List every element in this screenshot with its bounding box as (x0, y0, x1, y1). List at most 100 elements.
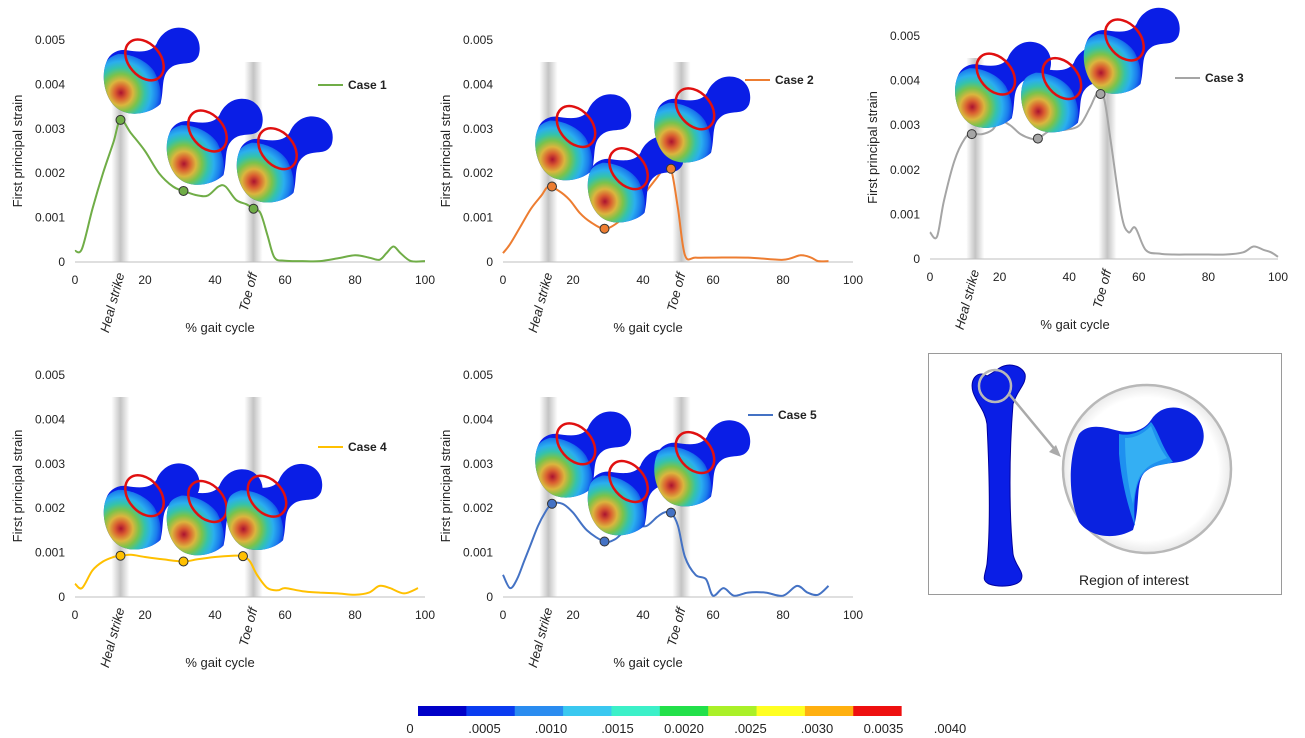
roi-ellipse (257, 127, 298, 171)
x-tick-label: 0 (500, 608, 507, 622)
x-tick-label: 40 (1063, 270, 1077, 284)
legend-label: Case 2 (775, 73, 814, 87)
roi-ellipse (674, 87, 716, 131)
phase-label: Heal strike (952, 268, 982, 331)
y-tick-label: 0 (913, 252, 920, 266)
colorbar-segment (611, 706, 661, 716)
phase-label: Heal strike (525, 271, 555, 334)
femur-strain-inset (654, 76, 751, 163)
roi-ellipse (608, 147, 649, 191)
colorbar-tick: 0.0035 (863, 721, 904, 736)
x-axis-label: % gait cycle (613, 655, 682, 670)
strain-colorbar (418, 706, 950, 716)
region-of-interest-panel: Region of interest (928, 353, 1282, 595)
roi-ellipse (608, 459, 649, 504)
y-tick-label: 0.002 (463, 166, 493, 180)
y-tick-label: 0.005 (890, 29, 920, 43)
y-tick-label: 0.002 (890, 163, 920, 177)
legend-label: Case 4 (348, 440, 387, 454)
x-tick-label: 80 (776, 273, 790, 287)
y-axis-label: First principal strain (438, 430, 453, 543)
y-axis-label: First principal strain (865, 91, 880, 204)
strain-contour (535, 437, 593, 498)
colorbar-segment (659, 706, 709, 716)
roi-ellipse (674, 430, 716, 475)
strain-contour (955, 68, 1013, 128)
strain-contour (166, 125, 225, 185)
y-tick-label: 0.003 (463, 457, 493, 471)
y-tick-label: 0.004 (463, 77, 493, 91)
femur-strain-inset (166, 98, 263, 185)
x-tick-label: 100 (1268, 270, 1288, 284)
strain-contour (535, 120, 593, 181)
roi-label: Region of interest (1079, 572, 1189, 588)
data-point (599, 536, 610, 547)
y-tick-label: 0.004 (35, 77, 65, 91)
colorbar-tick: .0025 (734, 721, 767, 736)
x-tick-label: 80 (1202, 270, 1216, 284)
phase-label: Toe off (236, 270, 261, 313)
colorbar-tick: 0.0020 (664, 721, 704, 736)
femur-head-marker (977, 368, 1013, 404)
y-tick-label: 0.002 (35, 501, 65, 515)
strain-contour (226, 490, 284, 550)
x-tick-label: 20 (993, 270, 1007, 284)
femur-strain-inset (535, 94, 632, 181)
phase-label: Heal strike (97, 606, 127, 669)
x-tick-label: 80 (348, 608, 362, 622)
roi-ellipse (124, 38, 165, 82)
colorbar-segment (901, 706, 950, 716)
data-point (1032, 133, 1043, 144)
femur-strain-inset (1083, 7, 1180, 94)
data-point (547, 498, 557, 509)
data-point (178, 556, 189, 567)
x-tick-label: 20 (566, 608, 580, 622)
x-tick-label: 40 (208, 608, 222, 622)
femur-strain-inset (654, 420, 751, 507)
strain-contour (654, 446, 712, 507)
chart-svg: 0 0.001 0.002 0.003 0.004 0.005 0 20 40 60 80 100 He… (10, 368, 435, 670)
y-tick-label: 0 (58, 255, 65, 269)
roi-ellipse (555, 422, 597, 466)
colorbar-tick: 0 (406, 721, 414, 736)
roi-ellipse (975, 52, 1017, 96)
data-point (115, 550, 126, 561)
zoom-arrow (1008, 393, 1058, 453)
chart-case-5: 0 0.001 0.002 0.003 0.004 0.005 0 20 40 60 80 100 He… (428, 355, 868, 685)
femur-strain-inset (236, 116, 333, 203)
phase-label: Toe off (664, 605, 689, 648)
femur-strain-inset (103, 463, 200, 550)
legend-label: Case 1 (348, 78, 387, 92)
data-point (115, 114, 126, 125)
legend-label: Case 5 (778, 408, 817, 422)
y-tick-label: 0.002 (463, 501, 493, 515)
y-tick-label: 0.001 (463, 211, 493, 225)
femur-bone (971, 364, 1026, 587)
strain-contour (654, 102, 712, 163)
roi-ellipse (187, 109, 228, 153)
y-tick-label: 0.001 (35, 546, 65, 560)
colorbar-segment (756, 706, 806, 716)
y-tick-label: 0.003 (35, 122, 65, 136)
colorbar-segment (514, 706, 564, 716)
x-tick-label: 80 (776, 608, 790, 622)
colorbar-tick-labels: 0 .0005 .0010 .0015 0.0020 .0025 .0030 0.0035 .0… (0, 721, 1305, 737)
y-tick-label: 0.004 (35, 412, 65, 426)
data-point (666, 163, 676, 174)
y-axis-label: First principal strain (10, 430, 25, 543)
y-tick-label: 0.003 (35, 457, 65, 471)
x-tick-label: 100 (415, 608, 435, 622)
data-point (178, 185, 189, 196)
data-point (248, 203, 259, 214)
roi-ellipse (555, 104, 597, 149)
x-tick-label: 80 (348, 273, 362, 287)
femur-strain-inset (103, 27, 200, 114)
data-point (238, 551, 248, 562)
femur-strain-inset (535, 411, 632, 498)
chart-svg: 0 0.001 0.002 0.003 0.004 0.005 0 20 40 60 80 100 He… (438, 33, 863, 335)
x-axis-label: % gait cycle (185, 655, 254, 670)
chart-svg: 0 0.001 0.002 0.003 0.004 0.005 0 20 40 60 80 100 He… (438, 368, 863, 670)
x-tick-label: 0 (927, 270, 934, 284)
strain-contour (1021, 72, 1079, 133)
colorbar-segment (418, 706, 467, 716)
